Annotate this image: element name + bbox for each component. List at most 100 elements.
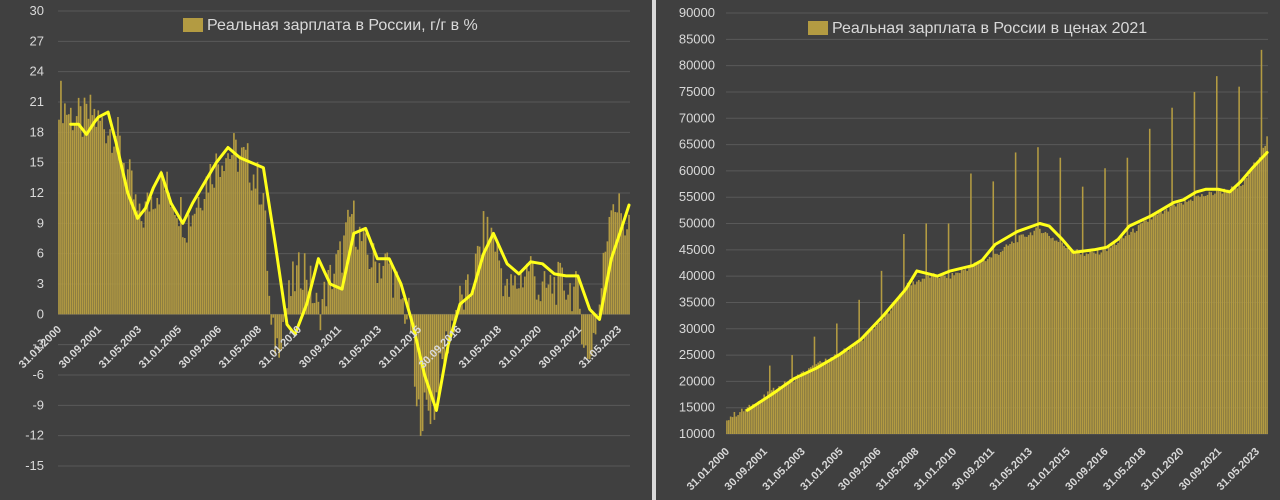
bar bbox=[351, 214, 353, 315]
bar bbox=[1065, 247, 1067, 434]
bar bbox=[246, 143, 249, 315]
bar bbox=[543, 271, 546, 315]
bar bbox=[737, 415, 739, 434]
bar bbox=[947, 223, 950, 434]
bar bbox=[364, 233, 367, 315]
bar bbox=[89, 94, 92, 315]
bar bbox=[817, 362, 819, 434]
bar bbox=[235, 139, 237, 315]
bar bbox=[264, 210, 267, 315]
bar bbox=[551, 293, 554, 315]
bar bbox=[160, 170, 163, 315]
bar bbox=[203, 199, 206, 315]
bar bbox=[213, 187, 216, 315]
bar bbox=[463, 309, 465, 315]
bar bbox=[1175, 206, 1177, 434]
bar bbox=[128, 159, 131, 315]
bar bbox=[1076, 249, 1078, 434]
bar bbox=[337, 250, 339, 315]
bar bbox=[512, 285, 514, 315]
bar bbox=[354, 246, 357, 315]
bar bbox=[726, 420, 728, 434]
bar bbox=[425, 314, 428, 400]
y-tick-label: 55000 bbox=[679, 189, 715, 204]
bar bbox=[244, 149, 247, 315]
bar bbox=[1227, 189, 1229, 434]
bar bbox=[219, 177, 221, 315]
bar bbox=[1083, 255, 1086, 434]
bar bbox=[537, 294, 540, 315]
bar bbox=[567, 294, 569, 315]
bar bbox=[1102, 248, 1104, 434]
right-chart: 10000 15000 20000 25000 30000 35000 40000 45000… bbox=[679, 5, 1269, 493]
bar bbox=[1001, 250, 1004, 434]
bar bbox=[470, 295, 473, 315]
bar bbox=[789, 378, 792, 434]
bar bbox=[362, 230, 365, 315]
y-tick-label: 50000 bbox=[679, 216, 715, 231]
bar bbox=[398, 280, 400, 315]
bar bbox=[1253, 162, 1255, 434]
bar bbox=[233, 133, 235, 315]
bar bbox=[1085, 253, 1088, 434]
bar bbox=[1130, 231, 1132, 434]
bar bbox=[774, 392, 777, 434]
y-tick-label: 15000 bbox=[679, 400, 715, 415]
bar bbox=[392, 297, 394, 315]
bar bbox=[1202, 196, 1205, 434]
bar bbox=[1247, 174, 1250, 434]
y-tick-label: 45000 bbox=[679, 242, 715, 257]
bar bbox=[1070, 249, 1073, 434]
bar bbox=[981, 262, 983, 434]
y-tick-label: 75000 bbox=[679, 84, 715, 99]
bar bbox=[180, 197, 182, 315]
bar bbox=[832, 357, 834, 434]
y-tick-label: 3 bbox=[37, 276, 44, 291]
bar bbox=[1135, 231, 1138, 434]
bar bbox=[890, 310, 892, 434]
bar bbox=[441, 314, 444, 360]
bar bbox=[877, 320, 879, 434]
bar bbox=[252, 174, 255, 315]
bar bbox=[388, 263, 391, 315]
bar bbox=[1245, 178, 1248, 434]
bar bbox=[588, 314, 591, 360]
bar bbox=[113, 146, 115, 315]
bar bbox=[183, 238, 186, 315]
bar bbox=[839, 355, 842, 434]
bar bbox=[168, 192, 170, 315]
bar bbox=[1091, 251, 1093, 434]
bar bbox=[305, 279, 308, 315]
bar bbox=[518, 288, 520, 315]
bar bbox=[1031, 235, 1034, 434]
bar bbox=[826, 363, 829, 434]
bar bbox=[1107, 246, 1110, 434]
bar bbox=[333, 273, 335, 315]
bar bbox=[1152, 216, 1155, 434]
bar bbox=[891, 302, 894, 434]
bar bbox=[195, 207, 198, 315]
y-tick-label: -9 bbox=[32, 397, 44, 412]
bar bbox=[1089, 251, 1091, 434]
bar bbox=[455, 309, 457, 315]
bar bbox=[862, 340, 864, 434]
bar bbox=[207, 192, 210, 315]
y-tick-label: 40000 bbox=[679, 268, 715, 283]
bar bbox=[303, 253, 306, 315]
bar bbox=[901, 293, 903, 434]
bar bbox=[744, 408, 747, 434]
bar bbox=[1240, 185, 1242, 434]
bar bbox=[1109, 247, 1112, 434]
bar bbox=[1040, 233, 1043, 434]
bar bbox=[1221, 193, 1224, 434]
bar bbox=[117, 117, 119, 315]
bar bbox=[1094, 253, 1097, 434]
bar bbox=[402, 298, 404, 315]
bar bbox=[1191, 200, 1194, 434]
bar bbox=[539, 301, 542, 315]
bar bbox=[626, 229, 628, 315]
bar bbox=[1216, 76, 1218, 435]
bar bbox=[759, 400, 762, 434]
bar bbox=[162, 180, 164, 315]
bar bbox=[64, 103, 66, 315]
